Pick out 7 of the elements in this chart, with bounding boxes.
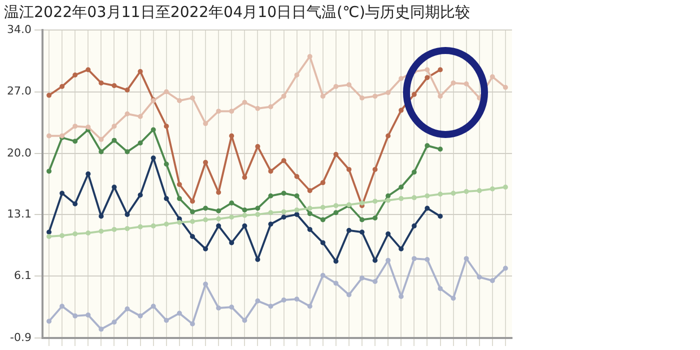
y-tick-label: 34.0	[6, 22, 32, 36]
y-tick-label: 20.0	[6, 146, 32, 160]
y-tick-label: -0.9	[10, 330, 32, 344]
y-tick-label: 13.1	[6, 207, 32, 220]
y-tick-label: 27.0	[6, 84, 32, 98]
y-tick-label: 6.1	[14, 269, 32, 282]
chart-title: 温江2022年03月11日至2022年04月10日日气温(℃)与历史同期比较	[4, 2, 470, 21]
